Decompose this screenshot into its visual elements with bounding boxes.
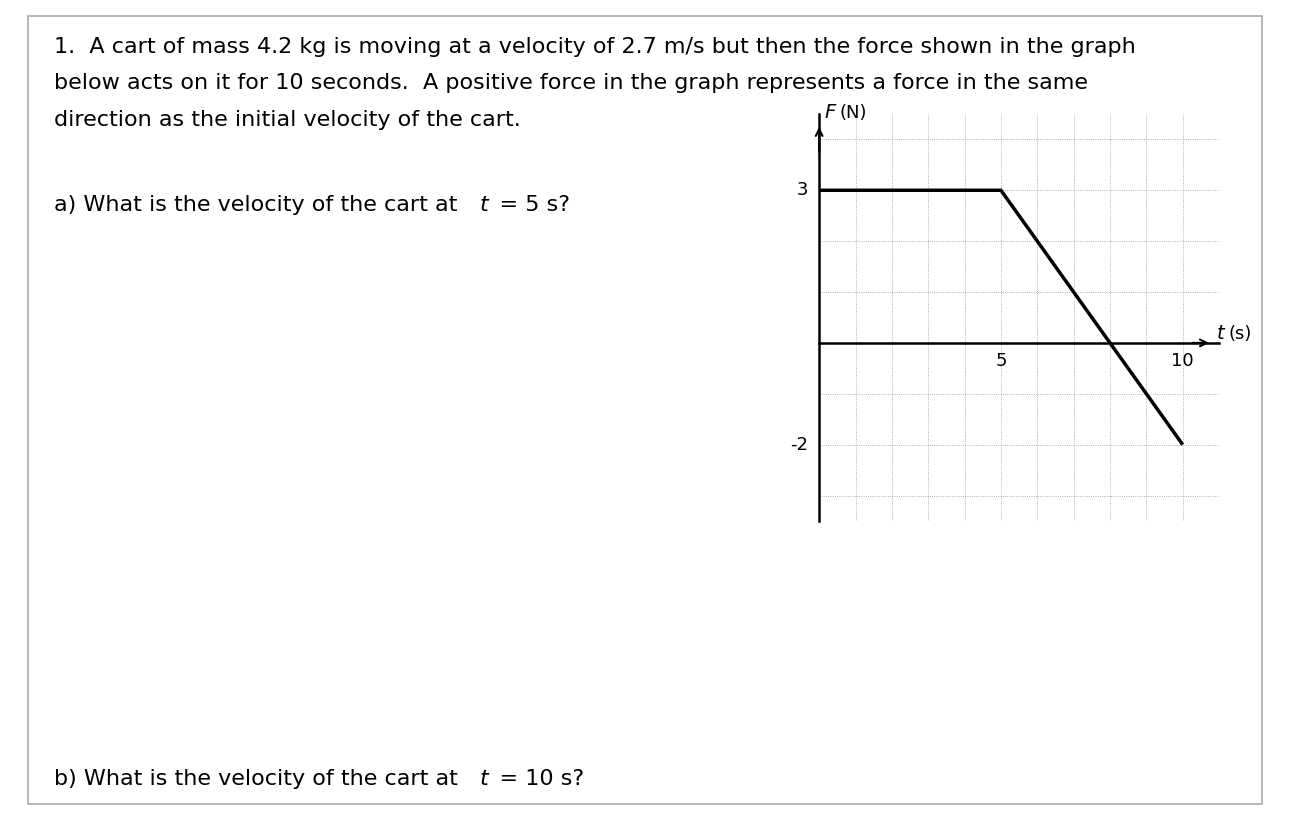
Text: 5: 5 bbox=[995, 352, 1006, 370]
Text: below acts on it for 10 seconds.  A positive force in the graph represents a for: below acts on it for 10 seconds. A posit… bbox=[54, 73, 1089, 94]
Text: (s): (s) bbox=[1228, 325, 1251, 343]
Text: t: t bbox=[480, 195, 489, 216]
Text: (N): (N) bbox=[838, 103, 867, 121]
Text: 10: 10 bbox=[1171, 352, 1195, 370]
Text: 1.  A cart of mass 4.2 kg is moving at a velocity of 2.7 m/s but then the force : 1. A cart of mass 4.2 kg is moving at a … bbox=[54, 37, 1136, 57]
Text: 3: 3 bbox=[797, 182, 809, 199]
Text: a) What is the velocity of the cart at: a) What is the velocity of the cart at bbox=[54, 195, 464, 216]
Text: = 5 s?: = 5 s? bbox=[495, 195, 570, 216]
Text: t: t bbox=[1218, 324, 1226, 344]
Text: t: t bbox=[480, 769, 489, 790]
Text: b) What is the velocity of the cart at: b) What is the velocity of the cart at bbox=[54, 769, 466, 790]
Text: = 10 s?: = 10 s? bbox=[495, 769, 584, 790]
Text: direction as the initial velocity of the cart.: direction as the initial velocity of the… bbox=[54, 110, 521, 130]
Text: -2: -2 bbox=[791, 435, 809, 453]
Text: F: F bbox=[824, 103, 836, 121]
